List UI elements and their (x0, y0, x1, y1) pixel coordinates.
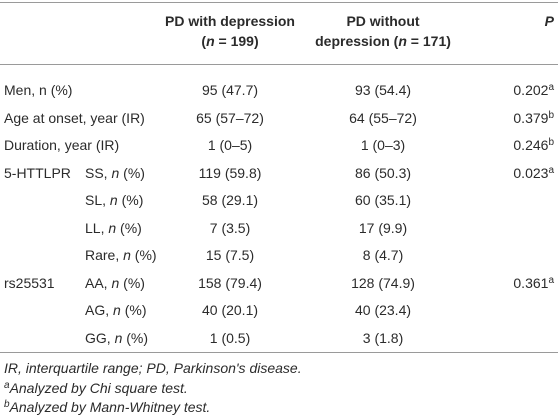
value-cell: 128 (74.9) (351, 274, 415, 291)
text-segment: (%) (122, 329, 149, 346)
text-segment: depression ( (315, 33, 399, 49)
text-segment: SL, (85, 192, 110, 208)
value-cell: 1 (0.5) (209, 329, 251, 346)
value-cell: 95 (47.7) (201, 82, 259, 98)
text-segment: = 171) (406, 33, 451, 49)
text-segment: Men, n (%) (4, 82, 73, 98)
text-segment: n (111, 164, 120, 181)
value-cell: 40 (23.4) (354, 302, 412, 318)
row-label: AA, n (%) (85, 274, 145, 292)
header-cell: (n = 199) (201, 32, 258, 50)
text-segment: (%) (130, 247, 157, 263)
row-group: Men, n (%) (4, 81, 72, 99)
p-number: 0.023 (513, 164, 549, 181)
row-group: 5-HTTLPR (4, 164, 71, 182)
row-label: Rare, n (%) (85, 246, 157, 264)
value-cell: 65 (57–72) (196, 109, 264, 126)
p-value: 0.379b (513, 109, 554, 127)
text-segment: SS, (85, 164, 112, 181)
p-number: 0.361 (513, 274, 549, 291)
value-cell: 1 (0–5) (207, 137, 253, 153)
text-segment: Age at onset, year (IR) (4, 109, 145, 126)
text-segment: PD without (346, 13, 420, 29)
p-value: 0.361a (513, 274, 554, 292)
bottom-rule (0, 352, 558, 353)
value-cell: 58 (29.1) (201, 192, 259, 208)
text-segment: (%) (120, 302, 147, 318)
value-cell: 3 (1.8) (362, 329, 404, 346)
value-cell: 64 (55–72) (349, 109, 417, 126)
row-label: AG, n (%) (85, 301, 146, 319)
row-label: LL, n (%) (85, 219, 142, 237)
text-segment: rs25531 (4, 274, 55, 291)
p-note: a (548, 82, 554, 93)
header-rule (0, 64, 558, 65)
text-segment: n (398, 33, 407, 49)
p-note: a (548, 274, 554, 286)
text-segment: GG, (85, 329, 115, 346)
text-segment: = 199) (214, 33, 259, 49)
text-segment: P (544, 13, 554, 29)
text-segment: 5-HTTLPR (4, 164, 71, 181)
value-cell: 7 (3.5) (209, 219, 251, 236)
header-cell: depression (n = 171) (315, 32, 451, 50)
text-segment: (%) (117, 192, 144, 208)
value-cell: 158 (79.4) (198, 274, 262, 291)
header-cell: P (545, 12, 554, 30)
footnote: IR, interquartile range; PD, Parkinson's… (4, 359, 302, 377)
text-segment: n (123, 247, 131, 263)
p-value: 0.246b (513, 136, 554, 154)
text-segment: n (113, 302, 121, 318)
top-rule (0, 2, 558, 3)
p-value: 0.202a (513, 81, 554, 99)
text-segment: (%) (116, 219, 142, 236)
superscript: b (4, 399, 10, 410)
footnote: aAnalyzed by Chi square test. (4, 379, 188, 397)
row-label: GG, n (%) (85, 329, 148, 347)
value-cell: 1 (0–3) (360, 137, 406, 153)
text-segment: AG, (85, 302, 114, 318)
header-cell: PD without (346, 12, 419, 30)
p-number: 0.246 (513, 137, 549, 153)
text-segment: n (114, 329, 123, 346)
value-cell: 17 (9.9) (358, 219, 408, 236)
p-note: b (548, 137, 554, 148)
text-segment: Analyzed by Mann-Whitney test. (9, 399, 211, 415)
text-segment: Duration, year (IR) (4, 137, 120, 153)
p-number: 0.202 (513, 82, 549, 98)
text-segment: PD with depression (165, 13, 295, 29)
value-cell: 93 (54.4) (354, 82, 412, 98)
value-cell: 86 (50.3) (354, 164, 412, 181)
row-label: SS, n (%) (85, 164, 145, 182)
row-group: rs25531 (4, 274, 55, 292)
text-segment: n (206, 33, 215, 49)
p-note: a (548, 164, 554, 176)
text-segment: LL, (85, 219, 109, 236)
text-segment: n (108, 219, 117, 236)
text-segment: IR, interquartile range; PD, Parkinson's… (4, 360, 302, 376)
row-group: Age at onset, year (IR) (4, 109, 145, 127)
value-cell: 15 (7.5) (205, 247, 255, 263)
p-number: 0.379 (513, 109, 549, 126)
value-cell: 60 (35.1) (354, 192, 412, 208)
value-cell: 8 (4.7) (362, 247, 404, 263)
value-cell: 119 (59.8) (198, 164, 262, 181)
text-segment: Analyzed by Chi square test. (9, 379, 188, 396)
text-segment: ( (201, 33, 207, 49)
text-segment: (%) (119, 164, 145, 181)
header-cell: PD with depression (165, 12, 295, 30)
row-group: Duration, year (IR) (4, 136, 119, 154)
superscript: a (4, 379, 10, 391)
text-segment: AA, (85, 274, 112, 291)
row-label: SL, n (%) (85, 191, 143, 209)
value-cell: 40 (20.1) (201, 302, 259, 318)
text-segment: (%) (119, 274, 145, 291)
footnote: bAnalyzed by Mann-Whitney test. (4, 398, 210, 416)
text-segment: Rare, (85, 247, 124, 263)
text-segment: n (109, 192, 118, 208)
p-note: b (548, 109, 554, 121)
p-value: 0.023a (513, 164, 554, 182)
text-segment: n (111, 274, 120, 291)
